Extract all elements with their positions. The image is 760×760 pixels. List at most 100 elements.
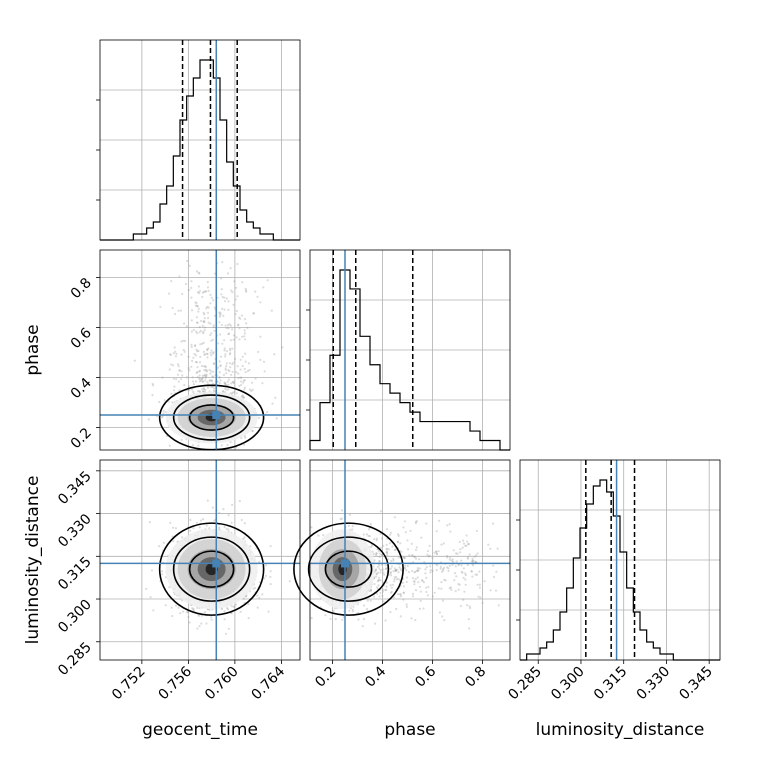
sample-point	[232, 605, 235, 608]
sample-point	[162, 409, 165, 413]
sample-point	[389, 533, 392, 536]
sample-point	[185, 376, 188, 379]
sample-point	[264, 574, 267, 578]
sample-point	[351, 608, 354, 611]
sample-point	[443, 619, 446, 622]
sample-point	[413, 583, 416, 586]
frame-phase-luminosity_distance	[309, 459, 511, 661]
hist-panel-geocent_time	[96, 39, 301, 241]
sample-point	[373, 582, 376, 586]
sample-point	[458, 583, 461, 586]
sample-point	[492, 522, 495, 525]
sample-point	[191, 607, 194, 610]
sample-point	[223, 618, 226, 621]
ytick-label-phase-0: 0.2	[68, 425, 95, 452]
sample-point	[232, 334, 236, 337]
sample-point	[220, 444, 223, 447]
sample-point	[240, 395, 243, 398]
sample-point	[390, 586, 393, 589]
sample-point	[475, 529, 478, 533]
sample-point	[213, 329, 216, 332]
sample-point	[415, 546, 418, 549]
xtick-label-geocent_time-1: 0.756	[156, 663, 196, 703]
sample-point	[366, 599, 369, 602]
sample-point	[180, 438, 183, 441]
sample-point	[339, 518, 342, 521]
sample-point	[322, 534, 325, 537]
sample-point	[184, 282, 187, 286]
sample-point	[247, 603, 250, 606]
sample-point	[198, 325, 201, 329]
sample-point	[459, 548, 462, 551]
sample-point	[397, 534, 400, 538]
sample-point	[179, 377, 183, 381]
sample-point	[382, 600, 385, 603]
sample-point	[196, 291, 200, 294]
sample-point	[228, 362, 232, 365]
sample-point	[425, 566, 428, 569]
sample-point	[460, 570, 463, 573]
sample-point	[404, 531, 407, 534]
contour-1	[172, 536, 251, 602]
sample-point	[225, 327, 228, 330]
sample-point	[478, 570, 481, 573]
sample-point	[195, 302, 198, 305]
sample-point	[175, 352, 178, 355]
sample-point	[225, 297, 228, 300]
sample-point	[402, 598, 405, 601]
sample-point	[373, 538, 376, 541]
sample-point	[413, 555, 416, 559]
sample-point	[421, 579, 424, 583]
sample-point	[403, 567, 406, 570]
sample-point	[233, 390, 236, 394]
sample-point	[224, 632, 228, 635]
sample-point	[441, 615, 444, 618]
sample-point	[385, 567, 388, 570]
sample-point	[182, 339, 185, 342]
sample-point	[375, 568, 378, 571]
sample-point	[481, 601, 484, 605]
sample-point	[219, 355, 223, 358]
sample-point	[240, 314, 243, 317]
sample-point	[185, 325, 188, 328]
sample-point	[239, 358, 242, 361]
sample-point	[223, 382, 226, 385]
sample-point	[151, 394, 154, 397]
sample-point	[259, 301, 262, 304]
sample-point	[201, 388, 204, 391]
sample-point	[435, 552, 438, 556]
sample-point	[198, 369, 201, 373]
sample-point	[382, 571, 385, 574]
sample-point	[378, 552, 382, 555]
sample-point	[451, 563, 454, 566]
sample-point	[418, 558, 421, 561]
sample-point	[466, 557, 469, 560]
sample-point	[448, 558, 451, 561]
sample-point	[378, 564, 381, 567]
sample-point	[467, 542, 470, 546]
sample-point	[227, 324, 230, 327]
sample-point	[441, 599, 445, 602]
sample-point	[340, 517, 343, 520]
sample-point	[416, 576, 419, 579]
sample-point	[223, 610, 226, 613]
sample-point	[397, 571, 400, 574]
sample-point	[492, 575, 496, 579]
sample-point	[464, 574, 467, 577]
sample-point	[380, 546, 383, 549]
sample-point	[203, 313, 206, 316]
sample-point	[218, 311, 221, 314]
sample-point	[271, 402, 274, 405]
sample-point	[367, 534, 370, 538]
sample-point	[273, 353, 276, 356]
sample-point	[461, 546, 464, 549]
sample-point	[230, 373, 233, 376]
sample-point	[182, 348, 185, 352]
sample-point	[372, 552, 375, 556]
sample-point	[494, 589, 498, 592]
sample-point	[169, 521, 172, 525]
sample-point	[219, 364, 222, 367]
ytick-label-luminosity_distance-3: 0.330	[55, 511, 95, 551]
sample-point	[245, 289, 248, 292]
sample-point	[172, 352, 175, 355]
